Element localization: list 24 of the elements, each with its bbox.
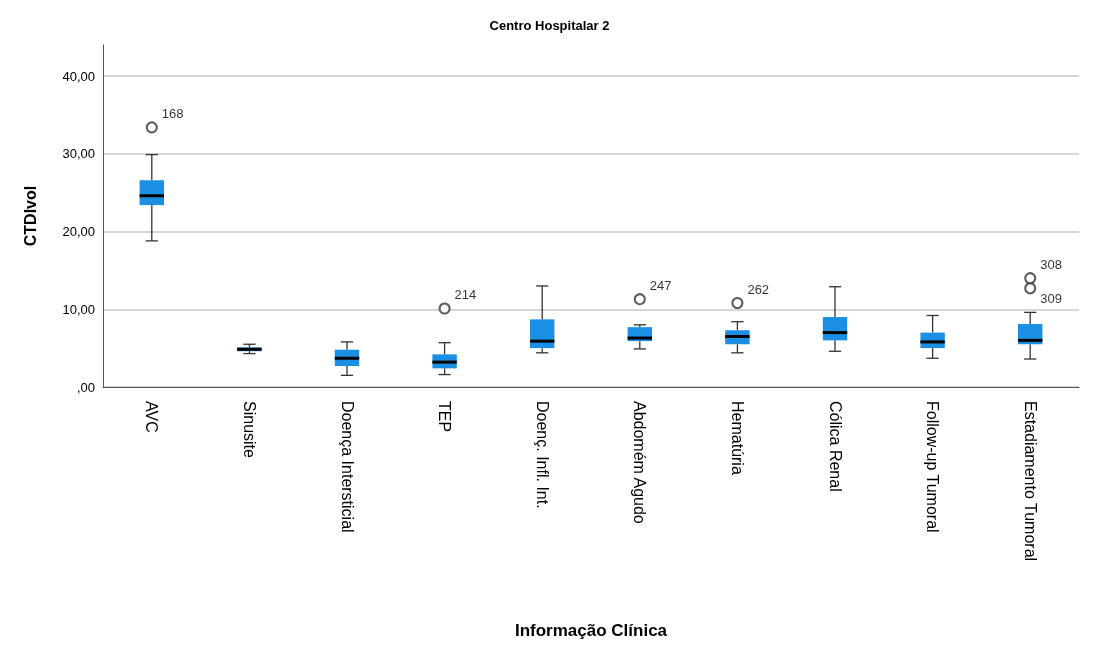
annotation: 262: [747, 282, 770, 298]
chart-title: Centro Hospitalar 2: [489, 18, 610, 33]
y-tick-label: 10,00: [62, 301, 95, 317]
y-tick-label: 20,00: [62, 224, 95, 240]
x-tick-label: Doenç. Infl. Int.: [533, 401, 551, 509]
y-tick-label: 30,00: [62, 146, 95, 162]
x-tick-label: Doença Intersticial: [338, 401, 356, 533]
x-tick-label: Estadiamento Tumoral: [1021, 401, 1039, 562]
annotation: 309: [1040, 291, 1062, 307]
y-tick-label: ,00: [76, 379, 95, 395]
x-axis-title: Informação Clínica: [514, 621, 668, 640]
x-tick-label: Abdomém Agudo: [631, 401, 649, 524]
annotation: 214: [454, 287, 477, 303]
x-tick-label: Follow-up Tumoral: [924, 401, 942, 533]
y-tick-label: 40,00: [62, 68, 95, 84]
annotation: 308: [1040, 257, 1062, 273]
annotation: 168: [161, 106, 184, 122]
x-tick-label: Cólica Renal: [826, 401, 844, 492]
x-tick-label: AVC: [143, 401, 161, 433]
x-tick-label: Hematúria: [728, 401, 746, 475]
x-tick-label: Sinusite: [240, 401, 258, 459]
y-axis-title: CTDIvol: [21, 185, 39, 247]
annotation: 247: [649, 278, 672, 294]
x-tick-label: TEP: [436, 401, 454, 433]
